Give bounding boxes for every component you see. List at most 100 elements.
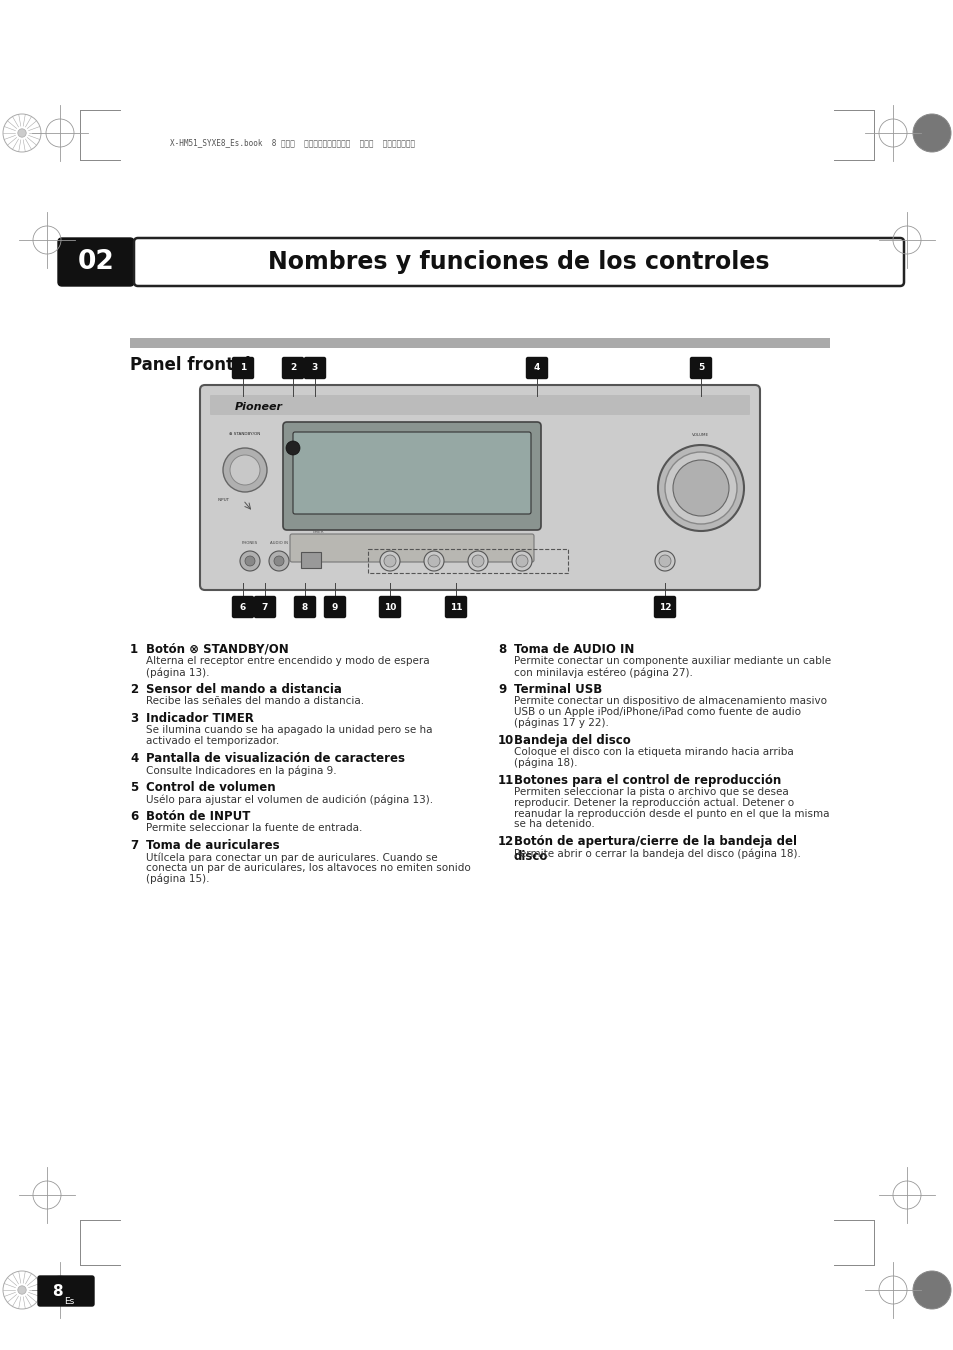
Text: 4: 4 xyxy=(130,752,138,765)
Text: 8: 8 xyxy=(497,643,506,656)
FancyBboxPatch shape xyxy=(304,358,325,378)
Text: Toma de AUDIO IN: Toma de AUDIO IN xyxy=(514,643,634,656)
Text: Bandeja del disco: Bandeja del disco xyxy=(514,733,630,747)
Circle shape xyxy=(240,551,260,571)
Text: (página 15).: (página 15). xyxy=(146,873,210,884)
Text: TIMER: TIMER xyxy=(311,531,323,535)
Text: con minilavja estéreo (página 27).: con minilavja estéreo (página 27). xyxy=(514,667,692,678)
Text: se ha detenido.: se ha detenido. xyxy=(514,819,594,829)
FancyBboxPatch shape xyxy=(210,396,749,414)
Bar xyxy=(130,338,829,348)
FancyBboxPatch shape xyxy=(58,238,133,286)
Text: Pioneer: Pioneer xyxy=(234,402,283,412)
Text: 11: 11 xyxy=(449,602,462,612)
Text: (página 13).: (página 13). xyxy=(146,667,210,678)
Text: Botones para el control de reproducción: Botones para el control de reproducción xyxy=(514,774,781,787)
Text: 7: 7 xyxy=(130,840,138,852)
FancyBboxPatch shape xyxy=(133,238,903,286)
Text: (páginas 17 y 22).: (páginas 17 y 22). xyxy=(514,718,608,729)
Text: 3: 3 xyxy=(312,363,317,373)
FancyBboxPatch shape xyxy=(254,597,275,617)
Circle shape xyxy=(468,551,488,571)
Text: 4: 4 xyxy=(534,363,539,373)
Circle shape xyxy=(384,555,395,567)
Text: 1: 1 xyxy=(239,363,246,373)
Text: Permite conectar un componente auxiliar mediante un cable: Permite conectar un componente auxiliar … xyxy=(514,656,830,666)
FancyBboxPatch shape xyxy=(282,358,303,378)
FancyBboxPatch shape xyxy=(526,358,547,378)
Text: 9: 9 xyxy=(497,683,506,697)
Text: INPUT: INPUT xyxy=(218,498,230,502)
Circle shape xyxy=(286,441,299,455)
Circle shape xyxy=(655,551,675,571)
Text: Nombres y funciones de los controles: Nombres y funciones de los controles xyxy=(268,250,769,274)
Circle shape xyxy=(512,551,532,571)
FancyBboxPatch shape xyxy=(283,423,540,531)
Circle shape xyxy=(428,555,439,567)
Circle shape xyxy=(379,551,399,571)
Circle shape xyxy=(672,460,728,516)
Text: 12: 12 xyxy=(497,836,514,848)
Text: 2: 2 xyxy=(130,683,138,697)
Text: Permite abrir o cerrar la bandeja del disco (página 18).: Permite abrir o cerrar la bandeja del di… xyxy=(514,849,800,859)
FancyBboxPatch shape xyxy=(324,597,345,617)
Text: Botón ⊗ STANDBY/ON: Botón ⊗ STANDBY/ON xyxy=(146,643,289,656)
Text: USB o un Apple iPod/iPhone/iPad como fuente de audio: USB o un Apple iPod/iPhone/iPad como fue… xyxy=(514,707,801,717)
Text: Usélo para ajustar el volumen de audición (página 13).: Usélo para ajustar el volumen de audició… xyxy=(146,794,433,805)
Circle shape xyxy=(274,556,284,566)
Circle shape xyxy=(269,551,289,571)
Text: Pantalla de visualización de caracteres: Pantalla de visualización de caracteres xyxy=(146,752,405,765)
Text: Recibe las señales del mando a distancia.: Recibe las señales del mando a distancia… xyxy=(146,697,364,706)
Circle shape xyxy=(18,1285,26,1295)
Text: (página 18).: (página 18). xyxy=(514,757,577,768)
Text: 6: 6 xyxy=(239,602,246,612)
Text: X-HM51_SYXE8_Es.book  8 ページ  ２０１３年３月２８日  木曜日  午後５時１７分: X-HM51_SYXE8_Es.book 8 ページ ２０１３年３月２８日 木曜… xyxy=(170,139,415,147)
Text: 3: 3 xyxy=(130,711,138,725)
Text: 7: 7 xyxy=(261,602,268,612)
FancyBboxPatch shape xyxy=(233,358,253,378)
Text: Permiten seleccionar la pista o archivo que se desea: Permiten seleccionar la pista o archivo … xyxy=(514,787,788,796)
Text: 1: 1 xyxy=(130,643,138,656)
Text: AUDIO IN: AUDIO IN xyxy=(270,541,288,545)
Text: Permite conectar un dispositivo de almacenamiento masivo: Permite conectar un dispositivo de almac… xyxy=(514,697,826,706)
FancyBboxPatch shape xyxy=(38,1276,94,1305)
Bar xyxy=(301,552,320,568)
Circle shape xyxy=(912,113,950,153)
Circle shape xyxy=(659,555,670,567)
Bar xyxy=(368,549,567,572)
Text: Utílcela para conectar un par de auriculares. Cuando se: Utílcela para conectar un par de auricul… xyxy=(146,852,437,863)
Text: ⊗ STANDBY/ON: ⊗ STANDBY/ON xyxy=(229,432,260,436)
Text: Consulte Indicadores en la página 9.: Consulte Indicadores en la página 9. xyxy=(146,765,336,775)
Circle shape xyxy=(230,455,260,485)
Circle shape xyxy=(658,446,743,531)
Circle shape xyxy=(223,448,267,491)
Text: Botón de apertura/cierre de la bandeja del
disco: Botón de apertura/cierre de la bandeja d… xyxy=(514,836,796,864)
Text: 5: 5 xyxy=(698,363,703,373)
Text: PHONES: PHONES xyxy=(242,541,258,545)
Text: reproducir. Detener la reproducción actual. Detener o: reproducir. Detener la reproducción actu… xyxy=(514,798,793,809)
Text: 8: 8 xyxy=(301,602,308,612)
FancyBboxPatch shape xyxy=(654,597,675,617)
Text: activado el temporizador.: activado el temporizador. xyxy=(146,736,279,747)
Text: Indicador TIMER: Indicador TIMER xyxy=(146,711,253,725)
Text: VOLUME: VOLUME xyxy=(692,433,709,437)
Circle shape xyxy=(516,555,527,567)
Text: reanudar la reproducción desde el punto en el que la misma: reanudar la reproducción desde el punto … xyxy=(514,809,828,819)
Text: Es: Es xyxy=(64,1296,74,1305)
Text: 2: 2 xyxy=(290,363,295,373)
FancyBboxPatch shape xyxy=(233,597,253,617)
Text: Se ilumina cuando se ha apagado la unidad pero se ha: Se ilumina cuando se ha apagado la unida… xyxy=(146,725,432,736)
Text: Coloque el disco con la etiqueta mirando hacia arriba: Coloque el disco con la etiqueta mirando… xyxy=(514,747,793,757)
Text: 12: 12 xyxy=(659,602,671,612)
FancyBboxPatch shape xyxy=(290,535,534,562)
Circle shape xyxy=(245,556,254,566)
FancyBboxPatch shape xyxy=(690,358,711,378)
Text: 6: 6 xyxy=(130,810,138,824)
Circle shape xyxy=(423,551,443,571)
Text: conecta un par de auriculares, los altavoces no emiten sonido: conecta un par de auriculares, los altav… xyxy=(146,863,470,873)
Circle shape xyxy=(18,128,26,138)
Text: Botón de INPUT: Botón de INPUT xyxy=(146,810,250,824)
Text: 8: 8 xyxy=(51,1284,62,1299)
Text: Sensor del mando a distancia: Sensor del mando a distancia xyxy=(146,683,341,697)
Text: Terminal USB: Terminal USB xyxy=(514,683,601,697)
